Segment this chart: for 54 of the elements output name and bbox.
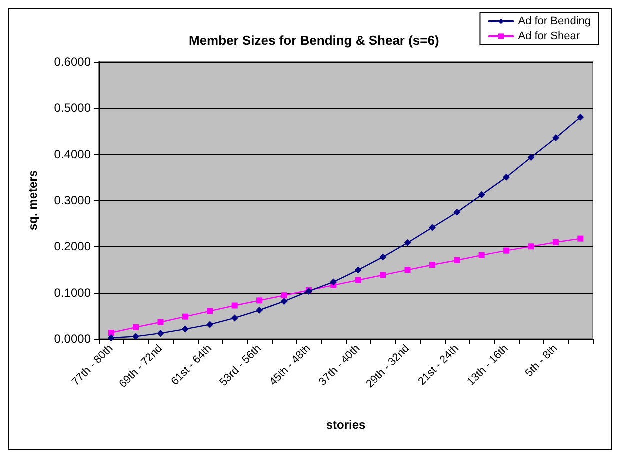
legend-label: Ad for Shear	[518, 30, 580, 42]
point	[256, 306, 264, 314]
point	[454, 209, 461, 216]
point	[354, 266, 362, 274]
y-tick-label: 0.5000	[54, 101, 92, 116]
x-tick-label: 21st - 24th	[416, 342, 462, 388]
x-tick-label: 61st - 64th	[169, 342, 214, 388]
y-tick-label: 0.3000	[54, 194, 92, 208]
point	[281, 292, 288, 299]
point	[158, 319, 164, 326]
point	[157, 330, 164, 337]
point	[330, 278, 338, 286]
point	[380, 272, 386, 278]
point	[552, 240, 559, 246]
point	[133, 324, 140, 330]
point	[577, 114, 584, 121]
y-tick-label: 0.6000	[54, 55, 92, 69]
point	[132, 333, 140, 340]
point	[578, 236, 584, 242]
point	[182, 314, 188, 320]
legend-label: Ad for Bending	[518, 16, 592, 28]
point	[504, 248, 510, 254]
x-tick-label: 45th - 48th	[268, 342, 314, 388]
point	[404, 239, 412, 246]
point	[355, 277, 362, 284]
x-axis-title: stories	[326, 418, 366, 432]
point	[232, 302, 238, 309]
point	[207, 308, 214, 314]
x-tick-label: 37th - 40th	[316, 342, 363, 388]
point	[404, 267, 411, 274]
x-tick-label: 13th - 16th	[465, 342, 511, 388]
point	[108, 330, 114, 336]
point	[429, 262, 436, 268]
point	[380, 254, 387, 261]
chart-title: Member Sizes for Bending & Shear (s=6)	[189, 33, 440, 48]
point	[478, 191, 486, 198]
y-tick-label: 0.1000	[54, 286, 92, 300]
point	[503, 174, 510, 181]
point	[528, 154, 535, 162]
point	[256, 298, 263, 304]
point	[108, 334, 115, 342]
point	[428, 224, 436, 232]
point	[182, 326, 189, 333]
y-axis-title: sq. meters	[26, 170, 40, 231]
point	[231, 314, 238, 322]
x-tick-label: 5th - 8th	[523, 342, 560, 380]
point	[280, 298, 288, 306]
point	[454, 258, 460, 264]
y-tick-label: 0.2000	[54, 240, 92, 254]
y-tick-label: 0.4000	[54, 147, 92, 162]
point	[552, 134, 560, 142]
point	[206, 321, 214, 328]
point	[528, 244, 534, 250]
point	[478, 252, 485, 258]
